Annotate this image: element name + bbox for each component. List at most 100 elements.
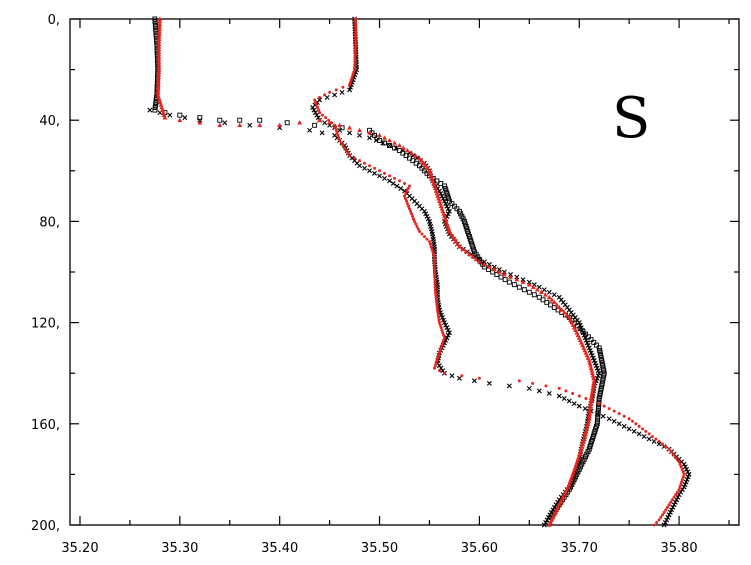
data-point	[651, 435, 654, 438]
data-point	[383, 172, 386, 175]
data-point	[377, 174, 381, 178]
data-point	[435, 301, 438, 304]
data-point	[461, 217, 465, 221]
data-point	[547, 295, 552, 299]
data-point	[472, 379, 476, 383]
data-point	[423, 235, 426, 238]
data-point	[617, 422, 621, 426]
data-point	[327, 119, 330, 122]
data-point	[328, 91, 331, 94]
data-point	[648, 432, 651, 435]
data-point	[320, 131, 324, 135]
data-point	[584, 397, 587, 400]
series-3	[153, 17, 606, 522]
data-point	[544, 384, 547, 387]
data-point	[601, 414, 605, 418]
data-point	[387, 179, 391, 183]
data-point	[257, 123, 262, 127]
data-point	[664, 445, 667, 448]
x-tick-label: 35.30	[161, 541, 198, 556]
data-point	[459, 212, 463, 216]
data-point	[594, 343, 598, 347]
data-point	[632, 429, 636, 433]
data-point	[395, 184, 399, 188]
data-point	[178, 113, 182, 117]
data-point	[558, 387, 561, 390]
data-point	[572, 401, 576, 405]
data-point	[562, 396, 566, 400]
data-point	[589, 338, 593, 342]
data-point	[436, 311, 439, 314]
data-point	[527, 290, 531, 294]
data-point	[393, 177, 396, 180]
data-point	[564, 389, 567, 392]
data-point	[669, 501, 672, 504]
panel-label: S	[612, 86, 650, 151]
data-point	[668, 503, 671, 506]
data-point	[308, 128, 312, 132]
data-point	[460, 214, 464, 218]
data-point	[425, 238, 428, 241]
data-point	[368, 164, 371, 167]
data-point	[452, 204, 456, 208]
data-point	[318, 111, 321, 114]
data-point	[537, 389, 541, 393]
data-point	[343, 147, 346, 150]
data-point	[223, 121, 227, 125]
data-point	[674, 455, 677, 458]
data-point	[612, 419, 616, 423]
x-tick-label: 35.70	[561, 541, 598, 556]
data-point	[627, 427, 631, 431]
data-point	[460, 374, 463, 377]
data-point	[670, 450, 673, 453]
data-point	[642, 434, 646, 438]
data-point	[217, 123, 222, 127]
data-point	[218, 118, 222, 122]
data-point	[532, 293, 536, 297]
data-point	[654, 437, 657, 440]
data-point	[542, 288, 546, 292]
y-tick-labels: 0,40,80,120,160,200,	[31, 13, 60, 534]
data-point	[613, 410, 616, 413]
data-point	[571, 392, 574, 395]
data-point	[382, 135, 387, 139]
data-point	[676, 491, 679, 494]
data-point	[337, 123, 342, 127]
data-point	[373, 167, 376, 170]
data-point	[388, 174, 391, 177]
data-point	[659, 516, 662, 519]
data-point	[436, 306, 439, 309]
data-point	[238, 118, 242, 122]
data-point	[655, 521, 658, 524]
data-point	[664, 508, 667, 511]
data-point	[338, 139, 341, 142]
data-point	[420, 166, 424, 170]
data-point	[382, 176, 386, 180]
data-point	[357, 164, 361, 168]
data-point	[378, 169, 381, 172]
data-point	[148, 108, 152, 112]
data-point	[581, 460, 585, 464]
data-point	[598, 402, 601, 405]
series-2	[148, 108, 691, 527]
data-point	[321, 114, 324, 117]
data-point	[437, 316, 440, 319]
data-point	[367, 169, 371, 173]
data-point	[387, 143, 391, 147]
data-point	[392, 140, 397, 144]
data-point	[285, 121, 289, 125]
data-point	[391, 181, 395, 185]
data-point	[353, 157, 356, 160]
x-tick-labels: 35.20 35.30 35.40 35.50 35.60 35.70 35.80	[61, 541, 697, 556]
data-point	[399, 186, 403, 190]
data-point	[628, 417, 631, 420]
data-point	[663, 511, 666, 514]
data-point	[297, 120, 302, 124]
data-point	[323, 121, 327, 125]
data-point	[450, 202, 454, 206]
data-point	[607, 417, 611, 421]
data-point	[623, 415, 626, 418]
data-point	[658, 440, 661, 443]
data-point	[567, 399, 571, 403]
